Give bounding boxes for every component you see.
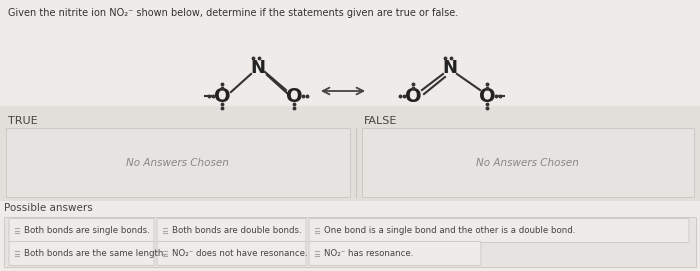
Text: Both bonds are the same length.: Both bonds are the same length.	[24, 249, 166, 258]
Text: O: O	[479, 86, 496, 105]
Text: Possible answers: Possible answers	[4, 203, 92, 213]
Text: One bond is a single bond and the other is a double bond.: One bond is a single bond and the other …	[324, 226, 575, 235]
FancyBboxPatch shape	[362, 128, 694, 197]
FancyBboxPatch shape	[157, 241, 306, 266]
Text: O: O	[214, 86, 230, 105]
FancyBboxPatch shape	[309, 218, 689, 243]
FancyBboxPatch shape	[4, 217, 696, 267]
Text: O: O	[286, 86, 302, 105]
Bar	[356, 106, 700, 201]
Bar	[0, 106, 356, 201]
FancyBboxPatch shape	[309, 241, 481, 266]
Text: N: N	[442, 59, 458, 77]
FancyBboxPatch shape	[9, 241, 154, 266]
FancyBboxPatch shape	[157, 218, 306, 243]
Text: NO₂⁻ does not have resonance.: NO₂⁻ does not have resonance.	[172, 249, 307, 258]
Text: Given the nitrite ion NO₂⁻ shown below, determine if the statements given are tr: Given the nitrite ion NO₂⁻ shown below, …	[8, 8, 458, 18]
FancyBboxPatch shape	[9, 218, 154, 243]
Text: No Answers Chosen: No Answers Chosen	[127, 157, 229, 167]
Text: Both bonds are double bonds.: Both bonds are double bonds.	[172, 226, 302, 235]
Text: No Answers Chosen: No Answers Chosen	[477, 157, 579, 167]
Text: FALSE: FALSE	[363, 116, 397, 126]
Text: NO₂⁻ has resonance.: NO₂⁻ has resonance.	[324, 249, 414, 258]
Text: TRUE: TRUE	[8, 116, 38, 126]
Text: Both bonds are single bonds.: Both bonds are single bonds.	[24, 226, 150, 235]
Text: N: N	[251, 59, 265, 77]
Text: O: O	[405, 86, 421, 105]
FancyBboxPatch shape	[6, 128, 349, 197]
